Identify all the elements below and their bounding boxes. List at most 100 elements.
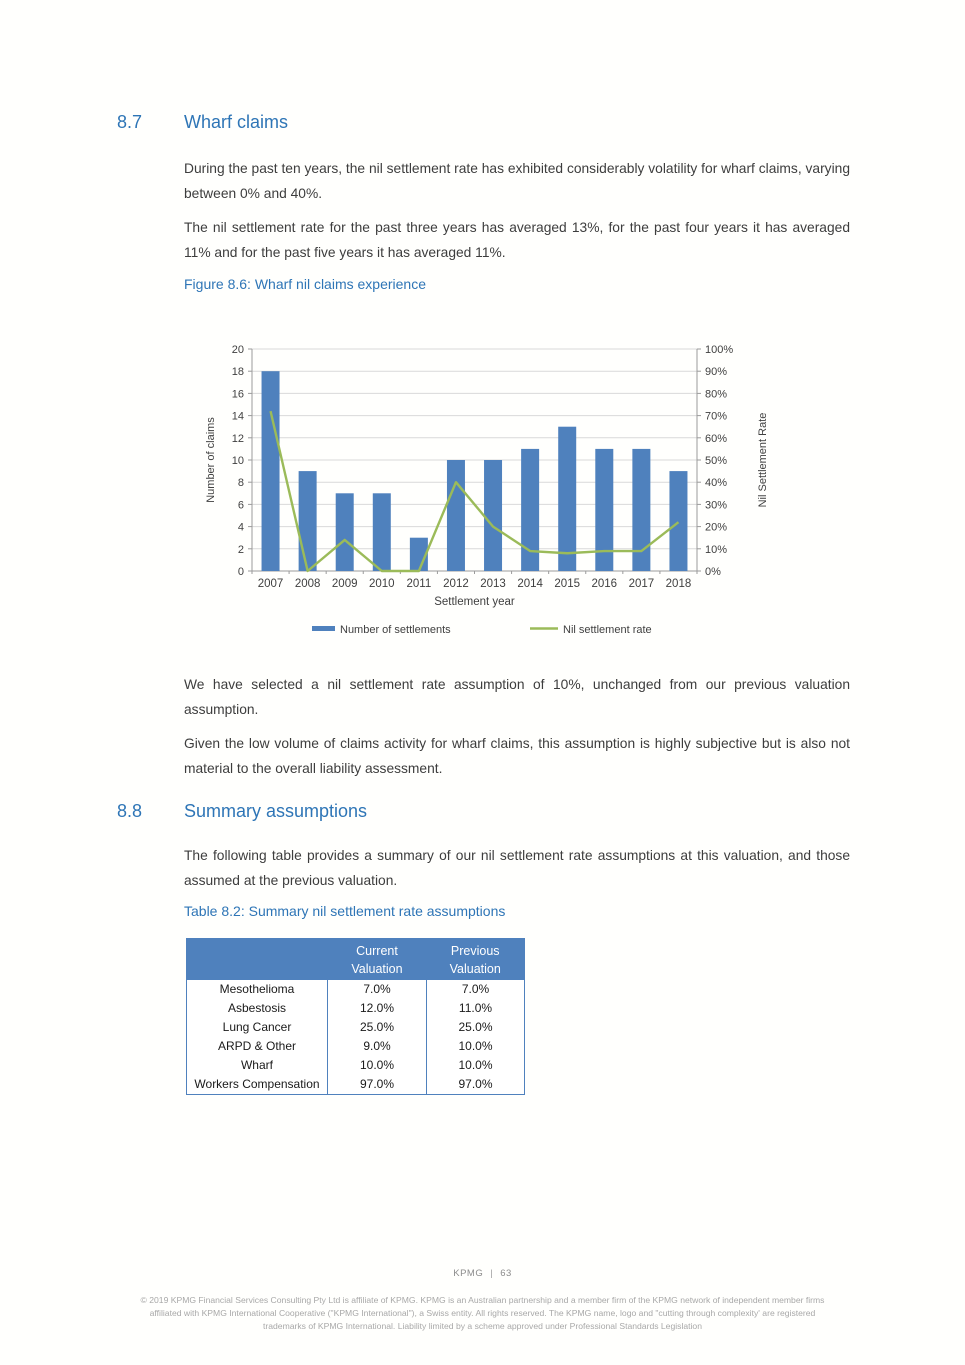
row-current: 12.0% xyxy=(327,998,427,1018)
row-previous: 10.0% xyxy=(426,1055,525,1075)
page-footer: KPMG | 63 xyxy=(0,1268,965,1279)
svg-text:2017: 2017 xyxy=(629,578,655,590)
footer-legal-line: affiliated with KPMG International Coope… xyxy=(149,1308,816,1318)
svg-text:2016: 2016 xyxy=(591,578,617,590)
x-axis-labels: 2007 2008 2009 2010 2011 2012 2013 2014 2015 2016… xyxy=(251,571,698,590)
svg-text:2012: 2012 xyxy=(443,578,469,590)
row-current: 9.0% xyxy=(327,1036,427,1056)
svg-text:2007: 2007 xyxy=(258,578,284,590)
footer-brand: KPMG xyxy=(453,1268,484,1279)
header-current-valuation: Current Valuation xyxy=(327,938,427,980)
left-axis-labels: 0 2 4 6 8 10 12 14 16 18 20 xyxy=(232,344,244,578)
nil-rate-line xyxy=(269,410,680,573)
svg-text:2014: 2014 xyxy=(517,578,543,590)
bar-2016 xyxy=(595,448,614,571)
svg-text:2010: 2010 xyxy=(369,578,395,590)
bar-2007 xyxy=(261,371,280,571)
bar-2014 xyxy=(521,448,540,571)
svg-text:2009: 2009 xyxy=(332,578,358,590)
right-axis-title: Nil Settlement Rate xyxy=(757,413,769,508)
header-claim-type xyxy=(186,938,328,980)
svg-text:2: 2 xyxy=(238,544,244,556)
chart-bars xyxy=(261,371,688,571)
svg-text:100%: 100% xyxy=(705,344,733,356)
wharf-nil-claims-chart: 0 2 4 6 8 10 12 14 16 18 20 0% 10% 20% 30% 40% 50% 60% 70%… xyxy=(205,344,769,636)
section-8-8-number: 8.8 xyxy=(117,801,143,821)
row-label: Lung Cancer xyxy=(222,1019,292,1034)
table-8-2-caption: Table 8.2: Summary nil settlement rate a… xyxy=(184,903,506,919)
svg-text:4: 4 xyxy=(238,522,244,534)
table-header-row: Current Valuation Previous Valuation xyxy=(186,938,525,980)
table-row: Mesothelioma 7.0% 7.0% xyxy=(187,979,525,999)
svg-text:2008: 2008 xyxy=(295,578,321,590)
row-current: 25.0% xyxy=(327,1017,427,1037)
table-row: ARPD & Other 9.0% 10.0% xyxy=(187,1036,525,1056)
row-label: Wharf xyxy=(240,1057,273,1072)
svg-text:90%: 90% xyxy=(705,366,727,378)
footer-legal-line: © 2019 KPMG Financial Services Consultin… xyxy=(140,1295,825,1305)
header-previous-valuation: Previous Valuation xyxy=(426,938,525,980)
left-axis-title: Number of claims xyxy=(205,417,217,503)
row-previous: 10.0% xyxy=(426,1036,525,1056)
svg-text:40%: 40% xyxy=(705,477,727,489)
table-row: Asbestosis 12.0% 11.0% xyxy=(187,998,525,1018)
right-axis-labels: 0% 10% 20% 30% 40% 50% 60% 70% 80% 90% 100% xyxy=(705,344,733,578)
svg-text:70%: 70% xyxy=(705,411,727,423)
svg-text:10: 10 xyxy=(232,455,244,467)
paragraph-averages: The nil settlement rate for the past thr… xyxy=(184,220,850,260)
section-8-7-heading: 8.7 Wharf claims xyxy=(117,112,857,133)
svg-text:2015: 2015 xyxy=(554,578,580,590)
bar-2009 xyxy=(335,493,354,571)
svg-text:0: 0 xyxy=(238,566,244,578)
bar-2013 xyxy=(484,460,503,571)
svg-text:8: 8 xyxy=(238,477,244,489)
row-previous: 7.0% xyxy=(426,979,525,999)
svg-text:12: 12 xyxy=(232,433,244,445)
row-current: 10.0% xyxy=(327,1055,427,1075)
svg-text:2018: 2018 xyxy=(666,578,692,590)
figure-8-6-caption: Figure 8.6: Wharf nil claims experience xyxy=(184,276,426,292)
legend-bar-swatch xyxy=(312,626,335,631)
chart-legend: Number of settlements Nil settlement rate xyxy=(312,624,652,636)
row-label: Workers Compensation xyxy=(194,1076,320,1091)
figure-8-6-chart: 0 2 4 6 8 10 12 14 16 18 20 0% 10% 20% 30% 40% 50% 60% 70%… xyxy=(200,339,775,647)
section-8-7-title: Wharf claims xyxy=(184,112,289,132)
x-axis-title: Settlement year xyxy=(434,596,515,608)
legend-line-label: Nil settlement rate xyxy=(563,624,652,636)
row-previous: 25.0% xyxy=(426,1017,525,1037)
row-previous: 11.0% xyxy=(426,998,525,1018)
bar-2015 xyxy=(558,426,577,571)
table-row: Wharf 10.0% 10.0% xyxy=(187,1055,525,1075)
chart-gridlines xyxy=(248,348,701,572)
svg-text:20: 20 xyxy=(232,344,244,356)
bar-2018 xyxy=(669,471,688,571)
row-label: Asbestosis xyxy=(227,1000,287,1015)
paragraph-selected-assumption: We have selected a nil settlement rate a… xyxy=(184,677,850,717)
footer-legal-line: trademarks of KPMG International. Liabil… xyxy=(263,1321,702,1331)
svg-text:2013: 2013 xyxy=(480,578,506,590)
footer-page-number: 63 xyxy=(500,1268,512,1279)
paragraph-low-volume: Given the low volume of claims activity … xyxy=(184,736,850,776)
svg-text:14: 14 xyxy=(232,411,244,423)
bar-2017 xyxy=(632,448,651,571)
bar-2012 xyxy=(446,460,465,571)
summary-assumptions-table: Current Valuation Previous Valuation Mes… xyxy=(186,938,525,1095)
section-8-8-title: Summary assumptions xyxy=(184,801,368,821)
row-current: 7.0% xyxy=(327,979,427,999)
row-previous: 97.0% xyxy=(426,1074,525,1094)
footer-legal-text: © 2019 KPMG Financial Services Consultin… xyxy=(60,1294,905,1333)
footer-separator: | xyxy=(490,1268,494,1279)
svg-text:80%: 80% xyxy=(705,388,727,400)
bar-2008 xyxy=(298,471,317,571)
svg-text:50%: 50% xyxy=(705,455,727,467)
table-row: Workers Compensation 97.0% 97.0% xyxy=(187,1074,525,1094)
paragraph-volatility: During the past ten years, the nil settl… xyxy=(184,161,850,201)
row-current: 97.0% xyxy=(327,1074,427,1094)
svg-text:10%: 10% xyxy=(705,544,727,556)
svg-text:6: 6 xyxy=(238,499,244,511)
row-label: ARPD & Other xyxy=(217,1038,297,1053)
row-label: Mesothelioma xyxy=(219,981,295,996)
bar-2010 xyxy=(372,493,391,571)
paragraph-table-intro: The following table provides a summary o… xyxy=(184,848,850,888)
